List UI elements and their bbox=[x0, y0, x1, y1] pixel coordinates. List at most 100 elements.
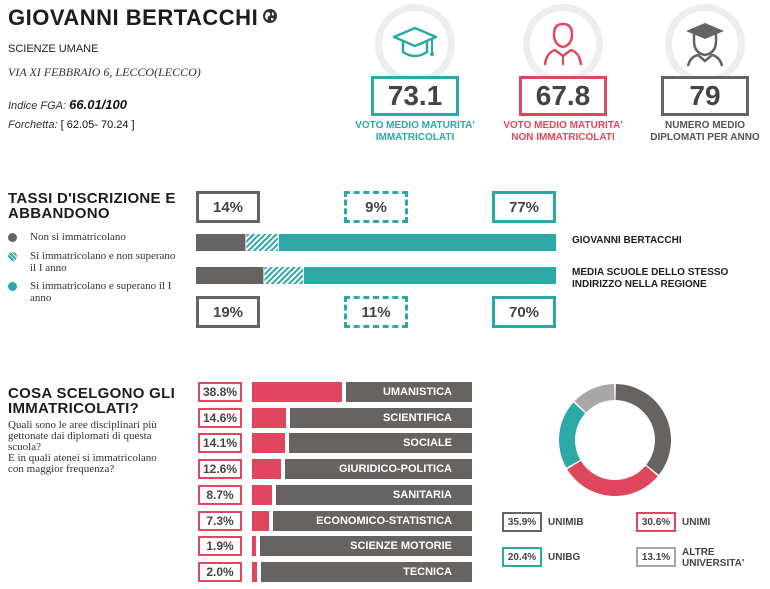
university-pct-box: 30.6% bbox=[636, 512, 676, 532]
discipline-bar-fill bbox=[252, 407, 286, 428]
kpi-value-box: 79 bbox=[661, 76, 749, 116]
fga-value: 66.01/100 bbox=[69, 97, 127, 112]
desc-line: Quali sono le aree disciplinari più bbox=[8, 419, 157, 431]
discipline-name: SANITARIA bbox=[392, 488, 452, 501]
discipline-name: SCIENZE MOTORIE bbox=[350, 540, 452, 553]
discipline-bar-fill bbox=[252, 433, 285, 454]
university-pct-value: 30.6% bbox=[641, 516, 671, 528]
kpi-label-line1: VOTO MEDIO MATURITA' bbox=[355, 120, 475, 131]
discipline-bar-gap bbox=[281, 459, 286, 480]
discipline-bar-fill bbox=[252, 484, 273, 505]
globe-icon[interactable] bbox=[262, 8, 278, 24]
kpi-icon-circle bbox=[375, 4, 455, 84]
kpi-card-numero-diplomati: 79 NUMERO MEDIO DIPLOMATI PER ANNO bbox=[630, 4, 770, 144]
school-type: SCIENZE UMANE bbox=[8, 43, 99, 55]
university-pct-box: 13.1% bbox=[636, 547, 676, 567]
choices-description: Quali sono le aree disciplinari più gett… bbox=[8, 420, 188, 475]
kpi-label-line2: IMMATRICOLATI bbox=[375, 132, 455, 143]
discipline-bar-gap bbox=[256, 561, 261, 582]
choices-title: COSA SCELGONO GLI IMMATRICOLATI? bbox=[8, 386, 175, 416]
discipline-pct-box: 12.6% bbox=[198, 459, 242, 480]
discipline-bar: SANITARIA bbox=[252, 484, 472, 505]
discipline-name: SCIENTIFICA bbox=[382, 411, 452, 424]
pct-box-superano-region: 70% bbox=[492, 296, 556, 328]
discipline-pct-box: 14.6% bbox=[198, 407, 242, 428]
legend-label: Si immatricolano e superano il I anno bbox=[30, 280, 172, 304]
discipline-name: UMANISTICA bbox=[382, 386, 452, 398]
discipline-pct-value: 8.7% bbox=[206, 487, 234, 502]
discipline-bar: UMANISTICA bbox=[252, 382, 472, 402]
pct-value: 14% bbox=[212, 198, 244, 216]
discipline-bar: GIURIDICO-POLITICA bbox=[252, 459, 472, 480]
discipline-pct-box: 14.1% bbox=[198, 433, 242, 454]
pct-value: 77% bbox=[508, 198, 540, 216]
enrollment-title-line2: ABBANDONO bbox=[8, 205, 110, 222]
pct-box-non-immatricolano-region: 19% bbox=[196, 296, 260, 328]
university-pct-value: 35.9% bbox=[507, 516, 537, 528]
donut-slice-altre-universita bbox=[574, 384, 615, 413]
kpi-label-line2: DIPLOMATI PER ANNO bbox=[650, 132, 760, 143]
discipline-bar-gap bbox=[268, 510, 273, 531]
bar-segment-non-immatricolano bbox=[196, 267, 264, 284]
discipline-bar-fill bbox=[252, 459, 282, 480]
graduation-cap-icon bbox=[392, 26, 438, 58]
discipline-bar-fill bbox=[252, 561, 257, 582]
bar-label-line1: MEDIA SCUOLE DELLO STESSO bbox=[572, 267, 729, 278]
kpi-card-voto-immatricolati: 73.1 VOTO MEDIO MATURITA' IMMATRICOLATI bbox=[340, 4, 490, 144]
choices-title-line2: IMMATRICOLATI? bbox=[8, 400, 140, 417]
discipline-bar-gap bbox=[272, 484, 277, 505]
discipline-bar-gap bbox=[341, 382, 346, 402]
bar-label-text: GIOVANNI BERTACCHI bbox=[572, 235, 682, 246]
discipline-name: TECNICA bbox=[403, 565, 452, 578]
university-pct-value: 20.4% bbox=[507, 551, 537, 563]
discipline-name: GIURIDICO-POLITICA bbox=[338, 463, 452, 476]
discipline-pct-value: 1.9% bbox=[206, 539, 234, 554]
pct-box-non-immatricolano: 14% bbox=[196, 191, 260, 223]
legend-dot bbox=[8, 252, 17, 261]
discipline-pct-value: 12.6% bbox=[202, 462, 238, 477]
university-name: UNIMIB bbox=[548, 517, 584, 528]
university-pct-box: 35.9% bbox=[502, 512, 542, 532]
enrollment-title-line1: TASSI D'ISCRIZIONE E bbox=[8, 190, 176, 207]
kpi-label: NUMERO MEDIO DIPLOMATI PER ANNO bbox=[630, 120, 770, 144]
fga-label: Indice FGA: bbox=[8, 100, 67, 112]
discipline-bar: ECONOMICO-STATISTICA bbox=[252, 510, 472, 531]
discipline-bar-gap bbox=[284, 433, 289, 454]
desc-line: gettonate dai diplomati di questa bbox=[8, 430, 152, 442]
legend-dot bbox=[8, 233, 17, 242]
discipline-bar-fill bbox=[252, 382, 342, 402]
kpi-value-box: 67.8 bbox=[519, 76, 607, 116]
discipline-bar: SOCIALE bbox=[252, 433, 472, 454]
range-label: Forchetta: bbox=[8, 119, 58, 131]
desc-line: con maggior frequenza? bbox=[8, 463, 115, 475]
school-address: VIA XI FEBBRAIO 6, LECCO(LECCO) bbox=[8, 65, 201, 79]
legend-dot bbox=[8, 282, 17, 291]
university-name: UNIBG bbox=[548, 552, 581, 563]
bar-label-line2: INDIRIZZO NELLA REGIONE bbox=[572, 279, 707, 290]
discipline-bar: SCIENZE MOTORIE bbox=[252, 536, 472, 557]
donut-slice-unimib bbox=[615, 384, 671, 475]
kpi-label: VOTO MEDIO MATURITA' NON IMMATRICOLATI bbox=[488, 120, 638, 144]
discipline-name: ECONOMICO-STATISTICA bbox=[316, 514, 452, 527]
bar-segment-superano bbox=[278, 234, 556, 251]
university-name: ALTRE UNIVERSITA' bbox=[682, 547, 745, 569]
discipline-name: SOCIALE bbox=[403, 437, 452, 450]
pct-value: 19% bbox=[212, 303, 244, 321]
person-icon bbox=[543, 22, 583, 66]
discipline-pct-box: 8.7% bbox=[198, 484, 242, 505]
discipline-pct-value: 7.3% bbox=[206, 513, 234, 528]
bar-segment-non-superano bbox=[246, 234, 278, 251]
university-pct-value: 13.1% bbox=[641, 551, 671, 563]
donut-slice-unimi bbox=[567, 460, 658, 496]
discipline-bar: TECNICA bbox=[252, 561, 472, 582]
bar-label-school: GIOVANNI BERTACCHI bbox=[572, 235, 682, 247]
donut-slice-unibg bbox=[559, 402, 586, 468]
range-value: [ 62.05- 70.24 ] bbox=[60, 119, 135, 131]
fga-range: Forchetta: [ 62.05- 70.24 ] bbox=[8, 119, 135, 131]
kpi-value: 73.1 bbox=[387, 80, 443, 111]
discipline-bar-fill bbox=[252, 510, 269, 531]
kpi-value: 67.8 bbox=[535, 80, 591, 111]
discipline-bar-fill bbox=[252, 536, 257, 557]
bar-segment-non-immatricolano bbox=[196, 234, 246, 251]
discipline-pct-value: 14.1% bbox=[202, 436, 238, 451]
